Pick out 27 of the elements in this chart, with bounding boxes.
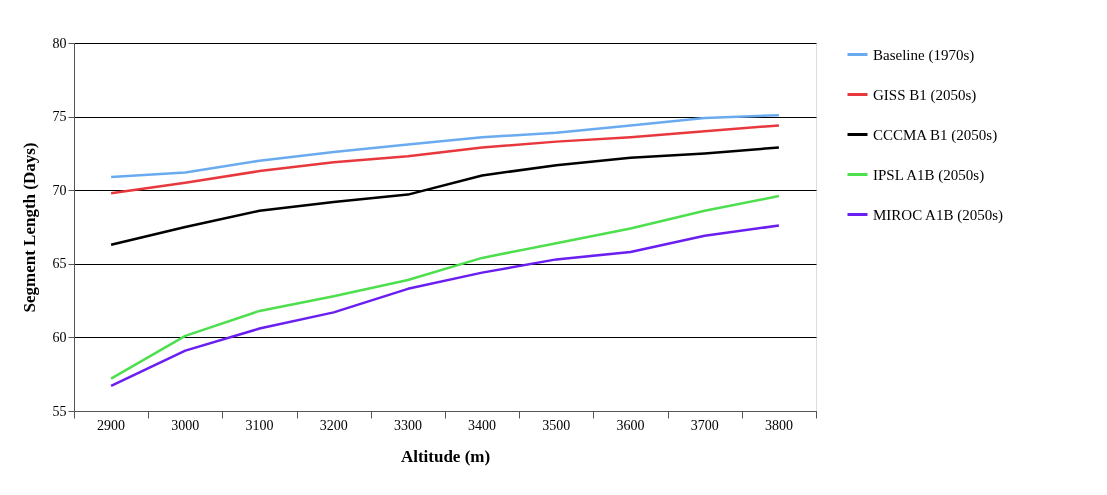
y-tick-label: 80 — [52, 35, 67, 51]
x-tick-label: 3500 — [542, 418, 571, 433]
y-tick-label: 75 — [52, 109, 67, 125]
line-series — [109, 194, 781, 380]
legend-label: Baseline (1970s) — [873, 46, 975, 64]
x-tick-label: 3800 — [764, 418, 793, 433]
x-tick-label: 3700 — [690, 418, 719, 433]
x-tick-label: 3300 — [393, 418, 422, 433]
y-tick-label: 55 — [52, 403, 67, 419]
y-tick-label: 65 — [52, 256, 67, 272]
x-tick-label: 3600 — [616, 418, 645, 433]
legend-label: CCCMA B1 (2050s) — [873, 126, 998, 144]
line-series — [109, 124, 781, 195]
x-tick-label: 3100 — [245, 418, 274, 433]
x-tick-label: 3000 — [171, 418, 200, 433]
x-tick-label: 2900 — [97, 418, 126, 433]
legend-label: MIROC A1B (2050s) — [873, 206, 1004, 224]
y-axis-title: Segment Length (Days) — [19, 142, 39, 313]
x-tick-label: 3400 — [468, 418, 497, 433]
x-tick-label: 3200 — [319, 418, 348, 433]
legend-label: IPSL A1B (2050s) — [873, 166, 985, 184]
y-tick-label: 70 — [52, 182, 67, 198]
line-series — [109, 113, 781, 179]
y-tick-label: 60 — [52, 329, 67, 345]
line-series — [109, 224, 781, 388]
legend-label: GISS B1 (2050s) — [873, 86, 977, 104]
x-axis-title: Altitude (m) — [400, 447, 491, 466]
